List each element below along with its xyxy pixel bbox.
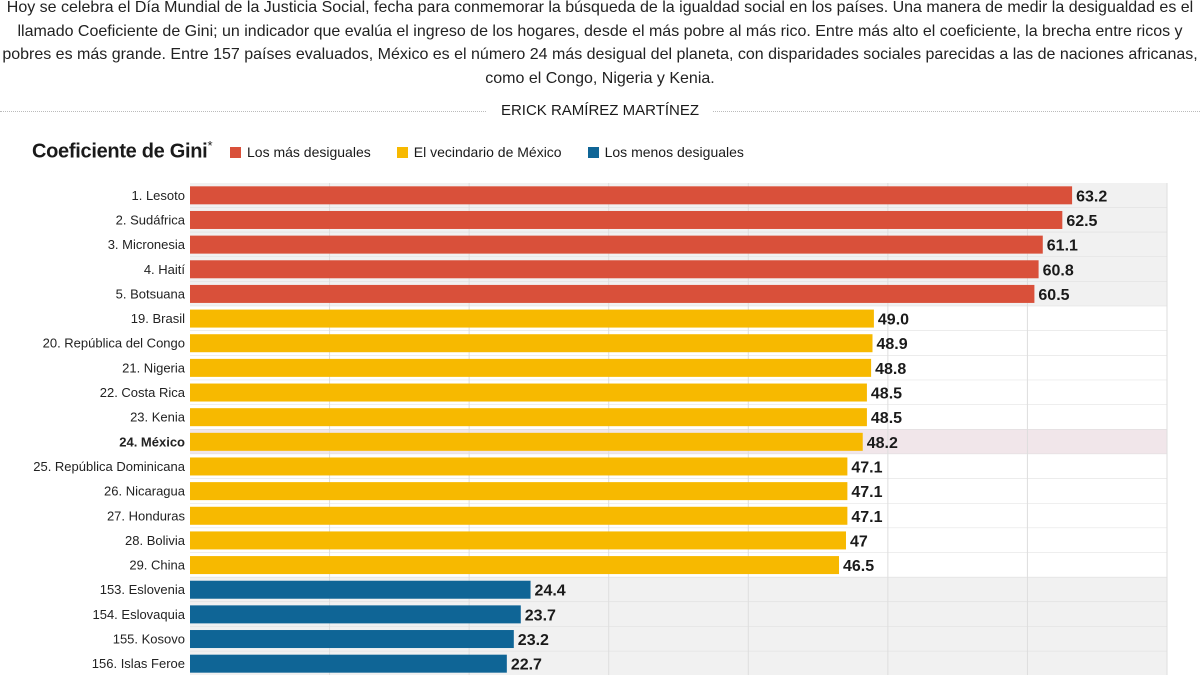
category-label: 19. Brasil [131, 311, 185, 326]
bar [190, 482, 848, 501]
byline-row: ERICK RAMÍREZ MARTÍNEZ [0, 100, 1200, 122]
legend-item: Los más desiguales [230, 144, 371, 160]
intro-text: Hoy se celebra el Día Mundial de la Just… [2, 0, 1198, 87]
bar [190, 309, 874, 328]
legend-item: El vecindario de México [396, 144, 562, 160]
value-label: 63.2 [1076, 188, 1107, 205]
value-label: 48.2 [867, 435, 898, 452]
bar [190, 580, 531, 599]
category-label: 156. Islas Feroe [92, 656, 185, 671]
category-label: 25. República Dominicana [33, 459, 186, 474]
bar [190, 284, 1035, 303]
legend-swatch [587, 146, 599, 158]
category-label: 23. Kenia [130, 410, 186, 425]
bar [190, 630, 514, 649]
bar [190, 654, 507, 673]
category-label: 22. Costa Rica [100, 385, 186, 400]
category-label: 24. México [119, 434, 185, 449]
category-label: 20. República del Congo [43, 336, 185, 351]
bar [190, 457, 848, 476]
bar [190, 334, 873, 353]
value-label: 22.7 [511, 657, 542, 674]
value-label: 47.1 [851, 509, 882, 526]
category-label: 1. Lesoto [132, 188, 186, 203]
bar [190, 186, 1073, 205]
category-label: 27. Honduras [107, 508, 186, 523]
category-label: 29. China [129, 558, 185, 573]
bar [190, 408, 867, 427]
legend-swatch [230, 146, 241, 158]
legend-item: Los menos desiguales [587, 144, 744, 160]
legend-swatch [396, 146, 408, 158]
bar [190, 235, 1043, 254]
bar [190, 210, 1063, 229]
divider [0, 111, 600, 112]
value-label: 23.7 [525, 607, 556, 624]
value-label: 60.8 [1043, 262, 1074, 279]
legend: Los más desiguales El vecindario de Méxi… [230, 144, 744, 160]
bar [190, 506, 848, 525]
value-label: 47.1 [851, 459, 882, 476]
value-label: 46.5 [843, 558, 874, 575]
category-label: 153. Eslovenia [100, 582, 186, 597]
category-label: 154. Eslovaquia [92, 607, 185, 622]
category-label: 21. Nigeria [122, 360, 186, 375]
value-label: 47.1 [851, 484, 882, 501]
value-label: 48.5 [871, 386, 902, 403]
value-label: 47 [850, 533, 868, 550]
bar [190, 358, 872, 377]
byline: ERICK RAMÍREZ MARTÍNEZ [486, 102, 714, 119]
category-label: 26. Nicaragua [104, 484, 186, 499]
value-label: 48.8 [875, 361, 906, 378]
value-label: 24.4 [535, 583, 566, 600]
category-label: 155. Kosovo [113, 632, 185, 647]
value-label: 48.9 [877, 336, 908, 353]
value-label: 62.5 [1066, 213, 1097, 230]
category-label: 5. Botsuana [116, 286, 186, 301]
bar [190, 432, 863, 451]
category-label: 4. Haití [144, 262, 186, 277]
value-label: 60.5 [1038, 287, 1069, 304]
category-label: 28. Bolivia [125, 533, 186, 548]
bar [190, 260, 1039, 279]
bar [190, 556, 840, 575]
bar [190, 531, 846, 550]
value-label: 61.1 [1047, 238, 1078, 255]
value-label: 48.5 [871, 410, 902, 427]
bar [190, 605, 521, 624]
value-label: 49.0 [878, 312, 909, 329]
value-label: 23.2 [518, 632, 549, 649]
bar [190, 383, 867, 402]
chart-title: Coeficiente de Gini* [32, 138, 213, 163]
category-label: 2. Sudáfrica [116, 212, 186, 227]
category-label: 3. Micronesia [108, 237, 186, 252]
divider [600, 111, 1200, 112]
